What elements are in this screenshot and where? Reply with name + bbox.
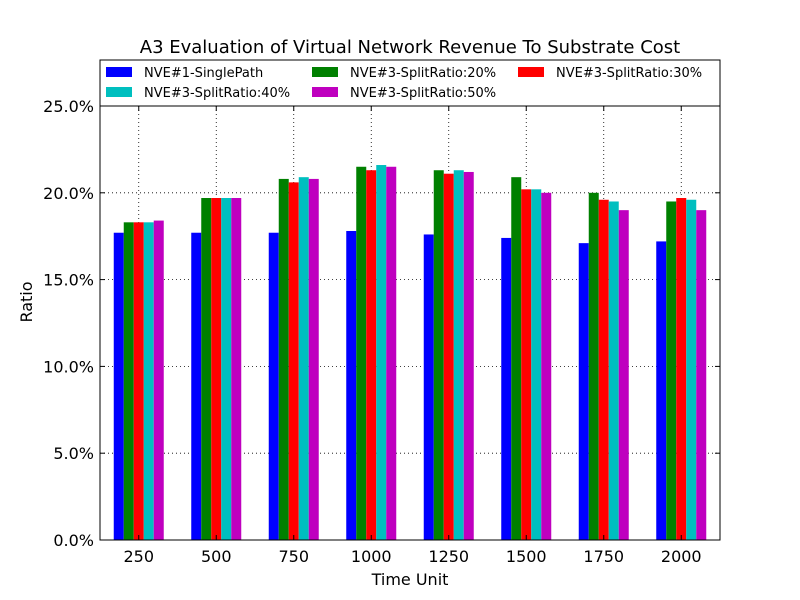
x-tick-label: 1500 xyxy=(506,547,547,566)
legend-swatch xyxy=(106,67,132,77)
bar xyxy=(511,177,522,540)
bar xyxy=(298,177,309,540)
bar xyxy=(356,166,367,540)
bar xyxy=(366,170,377,540)
bar xyxy=(686,199,697,540)
x-tick-label: 1250 xyxy=(428,547,469,566)
bar xyxy=(618,210,629,540)
legend-swatch xyxy=(312,67,338,77)
legend-swatch xyxy=(518,67,544,77)
legend: NVE#1-SinglePath NVE#3-SplitRatio:20% NVE#… xyxy=(99,59,721,107)
bar xyxy=(598,199,609,540)
bar xyxy=(656,241,667,540)
x-tick-label: 2000 xyxy=(661,547,702,566)
bar xyxy=(268,232,279,540)
y-tick-label: 0.0% xyxy=(53,531,94,550)
y-tick-label: 15.0% xyxy=(43,271,94,290)
bar xyxy=(288,182,299,540)
bar xyxy=(423,234,434,541)
x-axis-label: Time Unit xyxy=(371,570,449,589)
bar xyxy=(578,243,589,541)
legend-frame xyxy=(99,59,721,107)
bar xyxy=(433,170,444,540)
bar xyxy=(463,171,474,540)
bar xyxy=(211,198,222,540)
bar xyxy=(696,210,707,540)
y-tick-label: 20.0% xyxy=(43,184,94,203)
legend-swatch xyxy=(312,87,338,97)
bar xyxy=(501,237,512,540)
bar xyxy=(608,201,619,541)
bar xyxy=(153,220,164,541)
x-tick-label: 1750 xyxy=(583,547,624,566)
bar xyxy=(376,165,387,541)
bar xyxy=(346,230,357,540)
bar xyxy=(278,178,289,541)
bar xyxy=(521,189,532,540)
legend-label: NVE#3-SplitRatio:40% xyxy=(144,86,290,101)
bar xyxy=(123,222,134,540)
x-tick-label: 250 xyxy=(123,547,154,566)
bar xyxy=(221,198,232,540)
bar xyxy=(133,222,144,540)
bar xyxy=(443,173,454,541)
bar xyxy=(191,232,202,540)
x-tick-label: 1000 xyxy=(351,547,392,566)
legend-label: NVE#3-SplitRatio:30% xyxy=(556,66,702,81)
chart-title: A3 Evaluation of Virtual Network Revenue… xyxy=(140,37,680,58)
legend-label: NVE#3-SplitRatio:50% xyxy=(350,86,496,101)
axis-ticks: 0.0% 5.0% 10.0% 15.0% 20.0% 25.0% 250 500 750 100… xyxy=(43,97,720,566)
bar xyxy=(676,198,687,540)
legend-swatch xyxy=(106,87,132,97)
bar xyxy=(531,189,542,540)
bar xyxy=(386,166,397,540)
y-tick-label: 25.0% xyxy=(43,97,94,116)
bars xyxy=(113,165,707,541)
bar xyxy=(231,198,242,540)
bar xyxy=(113,232,124,540)
bar xyxy=(143,222,154,540)
y-tick-label: 5.0% xyxy=(53,444,94,463)
bar xyxy=(308,178,319,541)
bar xyxy=(453,170,464,540)
x-tick-label: 500 xyxy=(201,547,232,566)
bar xyxy=(201,198,212,540)
bar xyxy=(541,192,552,541)
legend-label: NVE#1-SinglePath xyxy=(144,66,263,81)
bar xyxy=(666,201,677,541)
y-tick-label: 10.0% xyxy=(43,357,94,376)
bar xyxy=(588,192,599,541)
y-axis-label: Ratio xyxy=(17,281,36,322)
legend-label: NVE#3-SplitRatio:20% xyxy=(350,66,496,81)
x-tick-label: 750 xyxy=(278,547,309,566)
